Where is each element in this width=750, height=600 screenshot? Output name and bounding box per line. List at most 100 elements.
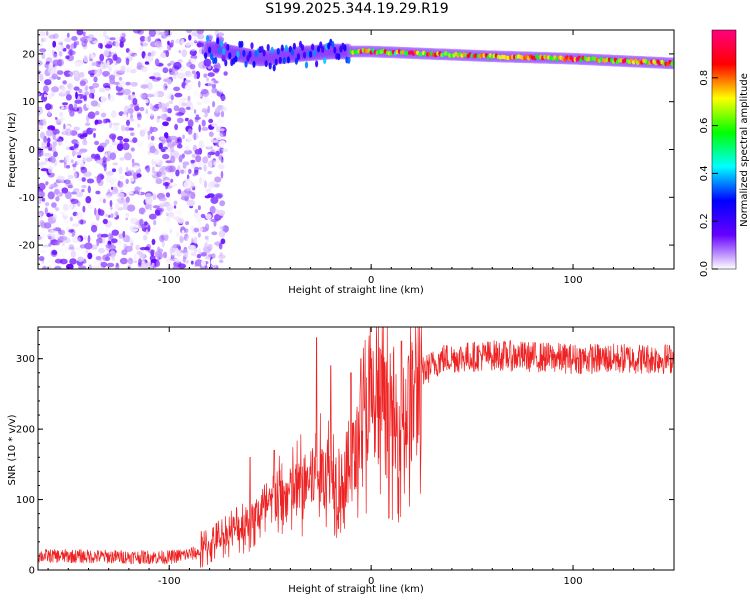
heatmap-noise-blob xyxy=(185,145,190,152)
heatmap-noise-blob xyxy=(170,178,174,184)
heatmap-noise-blob xyxy=(111,186,114,190)
heatmap-noise-blob xyxy=(215,194,223,200)
heatmap-noise-blob xyxy=(190,58,196,64)
heatmap-noise-blob xyxy=(201,88,208,95)
snr-y-tick-label: 300 xyxy=(16,354,35,365)
heatmap-noise-blob xyxy=(73,86,80,91)
heatmap-noise-blob xyxy=(127,257,134,265)
heatmap-noise-blob xyxy=(111,229,120,236)
heatmap-noise-blob xyxy=(182,164,187,169)
heatmap-noise-blob xyxy=(117,70,126,74)
heatmap-noise-blob xyxy=(62,203,69,211)
heatmap-noise-blob xyxy=(211,253,216,259)
heatmap-noise-blob xyxy=(100,233,109,238)
heatmap-noise-blob xyxy=(68,229,74,233)
heatmap-noise-blob xyxy=(90,100,99,107)
heatmap-noise-blob xyxy=(216,123,221,127)
heatmap-noise-blob xyxy=(146,167,153,173)
heatmap-noise-blob xyxy=(111,141,120,146)
heatmap-noise-blob xyxy=(84,242,93,250)
heatmap-noise-blob xyxy=(38,256,45,262)
spectrogram-y-tick-label: -10 xyxy=(19,193,35,204)
heatmap-noise-blob xyxy=(65,165,71,169)
heatmap-ridge-cell xyxy=(210,53,214,61)
heatmap-noise-blob xyxy=(125,196,130,203)
heatmap-noise-blob xyxy=(134,186,140,194)
heatmap-noise-blob xyxy=(181,229,185,238)
heatmap-noise-blob xyxy=(214,173,218,178)
heatmap-noise-blob xyxy=(60,86,67,95)
heatmap-noise-blob xyxy=(112,162,119,166)
heatmap-noise-blob xyxy=(197,205,201,211)
heatmap-noise-blob xyxy=(211,231,218,236)
heatmap-noise-blob xyxy=(81,177,86,182)
heatmap-noise-blob xyxy=(42,118,47,126)
heatmap-noise-blob xyxy=(136,112,142,118)
heatmap-noise-blob xyxy=(154,209,161,216)
heatmap-noise-blob xyxy=(38,212,42,217)
spectrogram-x-tick-label: -100 xyxy=(158,275,181,286)
heatmap-noise-blob xyxy=(169,228,173,234)
heatmap-ridge-cell xyxy=(304,61,309,69)
heatmap-ridge-cell xyxy=(228,52,232,60)
heatmap-noise-blob xyxy=(116,80,125,88)
heatmap-noise-blob xyxy=(201,144,206,148)
heatmap-noise-blob xyxy=(184,84,192,91)
heatmap-noise-blob xyxy=(77,256,84,262)
heatmap-noise-blob xyxy=(155,178,163,185)
heatmap-noise-blob xyxy=(124,152,132,161)
heatmap-noise-blob xyxy=(155,158,160,164)
heatmap-noise-blob xyxy=(208,112,216,118)
heatmap-noise-blob xyxy=(173,248,180,252)
heatmap-noise-blob xyxy=(145,109,149,115)
heatmap-noise-blob xyxy=(181,49,188,58)
heatmap-noise-blob xyxy=(112,186,118,192)
heatmap-noise-blob xyxy=(38,142,41,147)
heatmap-noise-blob xyxy=(104,213,109,218)
heatmap-noise-blob xyxy=(126,119,130,126)
heatmap-noise-blob xyxy=(202,89,210,98)
heatmap-noise-blob xyxy=(218,140,227,148)
heatmap-noise-blob xyxy=(73,188,80,192)
heatmap-noise-blob xyxy=(204,256,212,260)
heatmap-noise-blob xyxy=(65,94,72,101)
heatmap-ridge-cell xyxy=(331,41,335,48)
snr-y-tick-label: 200 xyxy=(16,425,35,436)
heatmap-noise-blob xyxy=(96,241,99,247)
heatmap-noise-blob xyxy=(125,235,131,243)
heatmap-noise-blob xyxy=(87,34,95,39)
heatmap-noise-blob xyxy=(198,124,201,133)
heatmap-noise-blob xyxy=(95,159,102,164)
heatmap-noise-blob xyxy=(60,229,66,236)
heatmap-noise-blob xyxy=(124,245,133,252)
heatmap-noise-blob xyxy=(172,265,180,269)
heatmap-noise-blob xyxy=(178,154,183,163)
heatmap-noise-blob xyxy=(43,152,52,157)
heatmap-noise-blob xyxy=(62,102,68,106)
heatmap-noise-blob xyxy=(162,153,170,160)
heatmap-noise-blob xyxy=(171,252,178,256)
heatmap-noise-blob xyxy=(127,107,134,114)
heatmap-noise-blob xyxy=(141,66,148,73)
heatmap-noise-blob xyxy=(69,80,75,85)
heatmap-noise-blob xyxy=(177,59,183,63)
heatmap-noise-blob xyxy=(156,171,162,178)
heatmap-noise-blob xyxy=(210,258,218,266)
heatmap-noise-blob xyxy=(197,33,205,40)
heatmap-ridge-cell xyxy=(248,50,252,58)
heatmap-noise-blob xyxy=(51,86,59,93)
heatmap-noise-blob xyxy=(54,258,63,264)
heatmap-noise-blob xyxy=(136,139,143,148)
heatmap-noise-blob xyxy=(186,42,190,47)
heatmap-noise-blob xyxy=(217,163,225,170)
heatmap-noise-blob xyxy=(46,141,51,148)
heatmap-noise-blob xyxy=(139,45,144,51)
heatmap-noise-blob xyxy=(193,73,198,80)
heatmap-noise-blob xyxy=(153,66,161,71)
heatmap-noise-blob xyxy=(74,71,78,77)
chart-title: S199.2025.344.19.29.R19 xyxy=(265,1,449,17)
heatmap-noise-blob xyxy=(156,76,162,81)
heatmap-noise-blob xyxy=(119,32,126,38)
snr-frame xyxy=(37,326,675,571)
heatmap-noise-blob xyxy=(192,173,197,177)
